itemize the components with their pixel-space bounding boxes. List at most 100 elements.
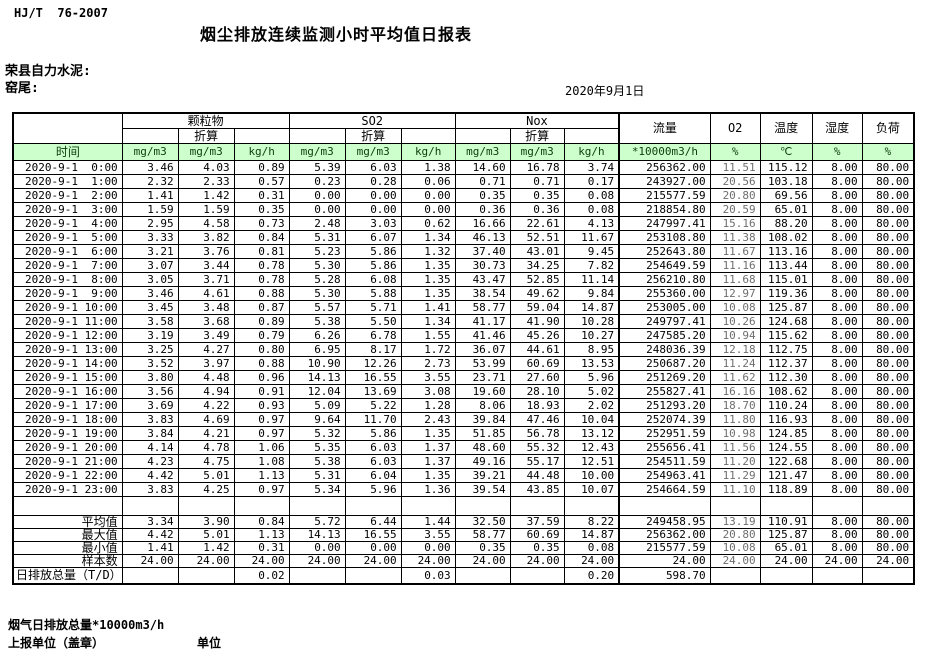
cell-time: 2020-9-1 13:00	[12, 341, 123, 357]
cell-pm-kgh: 0.31	[233, 540, 290, 555]
cell-humidity	[811, 495, 863, 516]
cell-so2-kgh	[400, 495, 456, 516]
cell-temp: 24.00	[759, 553, 813, 568]
cell-flow: 249458.95	[618, 514, 711, 529]
cell-so2: 5.30	[288, 257, 346, 273]
cell-nox: 46.13	[454, 229, 511, 245]
cell-o2: 10.08	[709, 299, 761, 315]
cell-nox-converted: 0.36	[509, 201, 565, 217]
cell-load: 80.00	[861, 215, 915, 231]
cell-pm-kgh: 0.35	[233, 201, 290, 217]
cell-flow: 252643.80	[618, 243, 711, 259]
cell-so2-converted: 6.03	[344, 159, 402, 175]
cell-temp: 110.24	[759, 397, 813, 413]
table-row: 2020-9-1 1:00 2.32 2.33 0.57 0.23 0.28 0.06 0.7…	[12, 173, 915, 189]
cell-nox: 58.77	[454, 299, 511, 315]
cell-so2-kgh: 1.55	[400, 327, 456, 343]
cell-pm-converted: 1.42	[177, 187, 235, 203]
cell-time: 2020-9-1 14:00	[12, 355, 123, 371]
cell-humidity: 8.00	[811, 527, 863, 542]
cell-time: 最小值	[12, 540, 123, 555]
cell-so2-kgh: 1.32	[400, 243, 456, 259]
cell-time: 2020-9-1 20:00	[12, 439, 123, 455]
cell-nox-kgh: 10.07	[563, 481, 620, 497]
table-body: 2020-9-1 0:00 3.46 4.03 0.89 5.39 6.03 1.38 14.…	[12, 159, 915, 585]
cell-nox-converted: 24.00	[509, 553, 565, 568]
cell-temp	[759, 495, 813, 516]
cell-temp	[759, 566, 813, 585]
cell-temp: 115.12	[759, 159, 813, 175]
cell-so2-converted: 5.71	[344, 299, 402, 315]
cell-nox	[454, 495, 511, 516]
cell-load: 80.00	[861, 425, 915, 441]
cell-pm: 3.25	[121, 341, 179, 357]
cell-humidity: 8.00	[811, 341, 863, 357]
header-row-converted: 折算 折算 折算	[13, 127, 914, 144]
company-name: 荣县自力水泥:	[5, 64, 91, 79]
cell-so2-kgh: 3.55	[400, 369, 456, 385]
cell-o2: 11.38	[709, 229, 761, 245]
cell-temp: 103.18	[759, 173, 813, 189]
cell-pm-converted: 3.49	[177, 327, 235, 343]
cell-time: 2020-9-1 17:00	[12, 397, 123, 413]
cell-flow: 253108.80	[618, 229, 711, 245]
cell-flow: 254649.59	[618, 257, 711, 273]
cell-pm: 3.05	[121, 271, 179, 287]
cell-o2: 15.16	[709, 215, 761, 231]
cell-nox: 41.17	[454, 313, 511, 329]
cell-flow: 218854.80	[618, 201, 711, 217]
cell-pm-converted: 4.69	[177, 411, 235, 427]
cell-time: 2020-9-1 11:00	[12, 313, 123, 329]
cell-load: 80.00	[861, 299, 915, 315]
cell-nox-kgh: 2.02	[563, 397, 620, 413]
unit-pm-kgh: kg/h	[233, 142, 290, 161]
cell-humidity: 8.00	[811, 514, 863, 529]
summary-row: 平均值 3.34 3.90 0.84 5.72 6.44 1.44 32.50 37.59 8.2…	[12, 514, 915, 529]
cell-humidity: 8.00	[811, 355, 863, 371]
cell-nox: 19.60	[454, 383, 511, 399]
cell-nox-kgh: 0.08	[563, 187, 620, 203]
cell-flow: 255656.41	[618, 439, 711, 455]
cell-flow: 256210.80	[618, 271, 711, 287]
unit-o2-percent: %	[709, 142, 761, 161]
cell-load: 80.00	[861, 243, 915, 259]
unit-nox-kgh: kg/h	[563, 142, 620, 161]
cell-temp: 121.47	[759, 467, 813, 483]
cell-pm: 3.19	[121, 327, 179, 343]
table-row: 2020-9-1 11:00 3.58 3.68 0.89 5.38 5.50 1.34 41…	[12, 313, 915, 329]
cell-temp: 124.85	[759, 425, 813, 441]
cell-o2: 11.51	[709, 159, 761, 175]
cell-so2-converted: 6.03	[344, 453, 402, 469]
cell-nox: 58.77	[454, 527, 511, 542]
table-row: 2020-9-1 9:00 3.46 4.61 0.88 5.30 5.88 1.35 38.…	[12, 285, 915, 301]
cell-flow: 255827.41	[618, 383, 711, 399]
col-header-temp: 温度	[759, 112, 813, 144]
cell-nox: 8.06	[454, 397, 511, 413]
cell-nox: 24.00	[454, 553, 511, 568]
col-header-o2: O2	[709, 112, 761, 144]
cell-o2: 20.56	[709, 173, 761, 189]
cell-temp: 125.87	[759, 299, 813, 315]
cell-pm-kgh: 0.80	[233, 341, 290, 357]
cell-so2: 5.09	[288, 397, 346, 413]
cell-nox-kgh: 14.87	[563, 527, 620, 542]
table-row: 2020-9-1 16:00 3.56 4.94 0.91 12.04 13.69 3.08…	[12, 383, 915, 399]
summary-row: 样本数 24.00 24.00 24.00 24.00 24.00 24.00 24.00 24…	[12, 553, 915, 568]
cell-nox-kgh: 10.00	[563, 467, 620, 483]
cell-nox: 0.71	[454, 173, 511, 189]
cell-temp: 118.89	[759, 481, 813, 497]
unit-nox-converted-mgm3: mg/m3	[509, 142, 565, 161]
unit-temp-celsius: ℃	[759, 142, 813, 161]
cell-nox-converted: 28.10	[509, 383, 565, 399]
subheader-blank	[454, 127, 511, 144]
cell-so2-converted: 8.17	[344, 341, 402, 357]
cell-pm-converted: 3.48	[177, 299, 235, 315]
cell-nox-converted: 43.85	[509, 481, 565, 497]
cell-so2-kgh: 1.35	[400, 467, 456, 483]
cell-o2: 10.26	[709, 313, 761, 329]
cell-humidity: 8.00	[811, 215, 863, 231]
cell-so2: 5.30	[288, 285, 346, 301]
cell-pm-converted: 4.03	[177, 159, 235, 175]
cell-nox-kgh: 0.08	[563, 201, 620, 217]
table-row: 2020-9-1 12:00 3.19 3.49 0.79 6.26 6.78 1.55 41…	[12, 327, 915, 343]
